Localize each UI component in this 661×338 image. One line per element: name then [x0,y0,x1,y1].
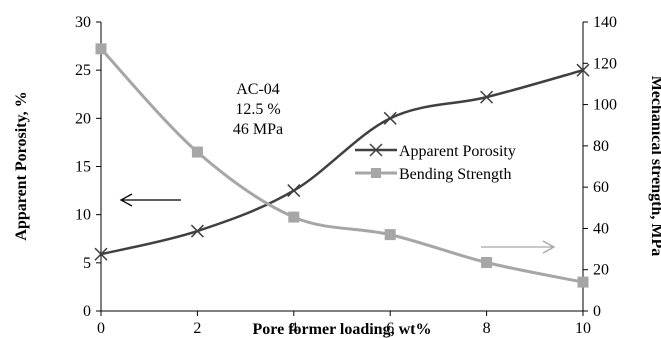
legend-entry-bending-strength: Bending Strength [355,166,511,183]
y-left-tick-label: 30 [75,14,91,31]
y-right-axis-title: Mechanical strength, MPa [648,76,661,257]
legend-entry-apparent-porosity: Apparent Porosity [355,143,516,160]
y-left-tick-label: 15 [75,159,91,176]
y-left-tick-label: 5 [83,255,91,272]
data-point-apparent-porosity [480,90,494,104]
y-left-tick-label: 0 [83,303,91,320]
data-point-bending-strength [481,256,493,268]
y-left-tick-label: 25 [75,62,91,79]
x-ticks: 0 2 4 6 8 10 [97,311,591,337]
annotation-line-3: 46 MPa [233,121,283,138]
legend-label-bending-strength: Bending Strength [399,166,511,183]
y-right-tick-label: 80 [593,138,609,155]
data-point-bending-strength [288,211,300,223]
y-right-tick-label: 0 [593,303,601,320]
legend-x-marker [369,143,383,157]
y-right-tick-label: 120 [593,55,617,72]
y-left-tick-label: 10 [75,207,91,224]
y-right-tick-label: 60 [593,179,609,196]
y-right-ticks: 0 20 40 60 80 100 120 140 [583,14,617,320]
x-axis-title: Pore former loading, wt% [253,321,432,338]
data-point-apparent-porosity [190,224,204,238]
x-tick-label: 8 [483,320,491,337]
y-left-ticks: 0 5 10 15 20 25 30 [75,14,101,320]
data-point-bending-strength [95,43,107,55]
annotation-line-1: AC-04 [236,81,280,98]
legend-square-marker [371,168,381,178]
series-markers [94,43,590,288]
y-left-tick-label: 20 [75,110,91,127]
y-right-tick-label: 100 [593,97,617,114]
data-point-bending-strength [577,276,589,288]
left-axis-arrow [119,193,181,207]
y-right-tick-label: 40 [593,220,609,237]
x-tick-label: 2 [193,320,201,337]
y-right-tick-label: 20 [593,262,609,279]
annotation-line-2: 12.5 % [235,101,280,118]
data-point-apparent-porosity [383,111,397,125]
legend: Apparent Porosity Bending Strength [355,143,516,183]
data-point-bending-strength [384,229,396,241]
series-line-apparent-porosity [100,68,584,256]
right-axis-arrow [481,240,556,254]
data-point-apparent-porosity [287,184,301,198]
x-tick-label: 10 [575,320,591,337]
data-point-apparent-porosity [576,63,590,77]
x-tick-label: 4 [290,320,298,337]
y-right-tick-label: 140 [593,14,617,31]
x-tick-label: 0 [97,320,105,337]
legend-label-apparent-porosity: Apparent Porosity [399,143,516,160]
data-point-apparent-porosity [94,247,108,261]
x-tick-label: 6 [386,320,394,337]
data-point-bending-strength [191,146,203,158]
y-left-axis-title: Apparent Porosity, % [13,91,30,240]
